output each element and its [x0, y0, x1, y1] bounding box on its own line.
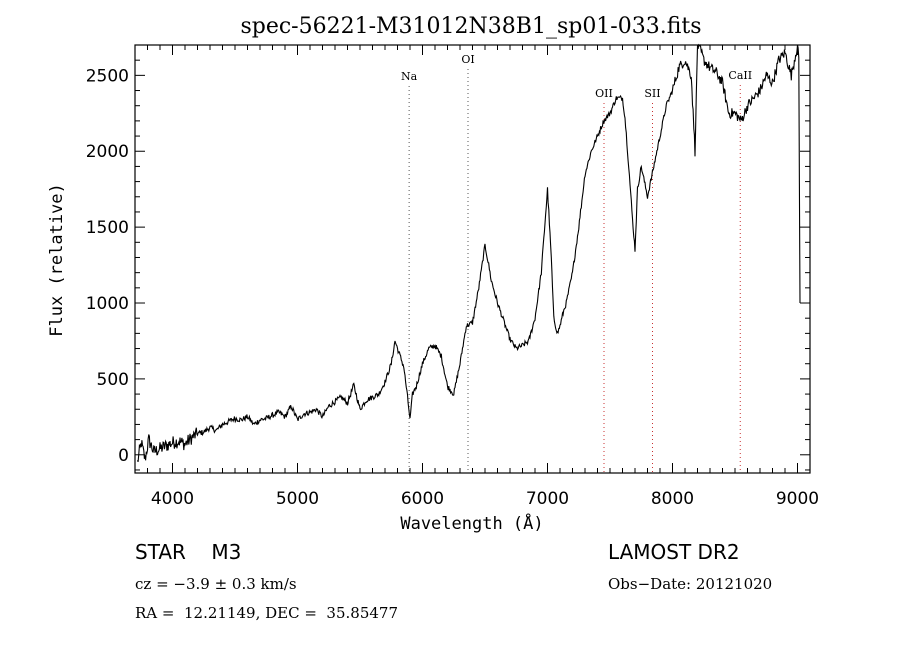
y-tick-label: 1500 — [86, 218, 129, 238]
x-axis-label: Wavelength (Å) — [400, 512, 543, 534]
emission-line-markers: Na OI OII SII CaII — [401, 53, 752, 473]
ra-dec: RA = 12.21149, DEC = 35.85477 — [135, 604, 399, 622]
x-tick-label: 5000 — [276, 489, 319, 509]
line-label-oi: OI — [461, 53, 474, 66]
line-label-na: Na — [401, 70, 418, 83]
plot-frame — [134, 44, 811, 474]
x-tick-label: 9000 — [776, 489, 819, 509]
x-tick-label: 6000 — [401, 489, 444, 509]
line-label-sii: SII — [644, 87, 660, 100]
object-type: STAR M3 — [135, 540, 242, 564]
spectrum-line — [136, 43, 801, 463]
survey-name: LAMOST DR2 — [608, 540, 740, 564]
axis-ticks: 4000 5000 6000 7000 8000 9000 0 500 1000 1500 2000… — [86, 44, 819, 509]
y-tick-label: 1000 — [86, 294, 129, 314]
x-tick-label: 4000 — [151, 489, 194, 509]
y-tick-label: 500 — [97, 370, 129, 390]
redshift-cz: cz = −3.9 ± 0.3 km/s — [135, 575, 297, 593]
line-label-oii: OII — [595, 87, 613, 100]
y-axis-label: Flux (relative) — [47, 183, 67, 337]
y-tick-label: 2000 — [86, 142, 129, 162]
x-tick-label: 7000 — [526, 489, 569, 509]
y-tick-label: 0 — [118, 446, 129, 466]
chart-title: spec-56221-M31012N38B1_sp01-033.fits — [240, 14, 701, 39]
y-tick-label: 2500 — [86, 66, 129, 86]
observation-date: Obs−Date: 20121020 — [608, 575, 773, 593]
line-label-caii: CaII — [728, 69, 752, 82]
x-tick-label: 8000 — [651, 489, 694, 509]
